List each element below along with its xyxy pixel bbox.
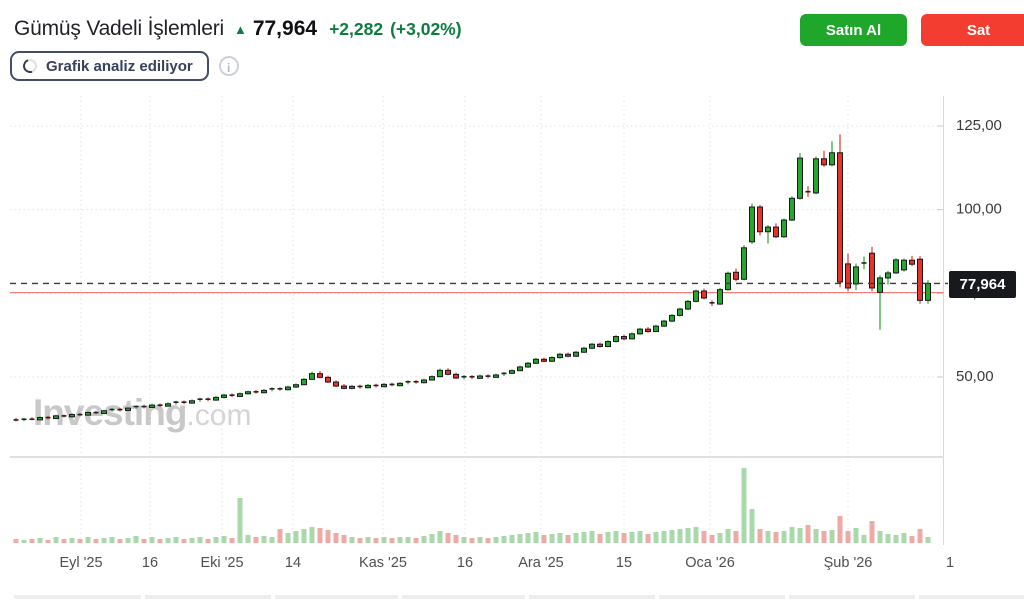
analyzing-badge[interactable]: Grafik analiz ediliyor: [10, 51, 209, 81]
status-row: Grafik analiz ediliyor i: [10, 51, 239, 81]
svg-text:16: 16: [457, 555, 473, 571]
instrument-title: Gümüş Vadeli İşlemleri: [14, 17, 224, 40]
watermark-brand: Investing: [33, 392, 187, 433]
analyzing-label: Grafik analiz ediliyor: [46, 57, 193, 75]
change-value: +2,282: [329, 18, 384, 39]
watermark: Investing.com: [33, 392, 251, 434]
current-price-badge: 77,964: [949, 271, 1016, 298]
svg-text:Şub '26: Şub '26: [824, 555, 873, 571]
svg-text:50,00: 50,00: [956, 368, 994, 385]
svg-text:Kas '25: Kas '25: [359, 555, 407, 571]
svg-text:Ara '25: Ara '25: [518, 555, 564, 571]
instrument-header: Gümüş Vadeli İşlemleri ▲ 77,964 +2,282 (…: [14, 12, 462, 46]
watermark-suffix: .com: [186, 399, 252, 432]
svg-text:15: 15: [616, 555, 632, 571]
sell-button[interactable]: Sat: [921, 14, 1024, 46]
info-icon[interactable]: i: [218, 56, 239, 76]
svg-text:Eki '25: Eki '25: [200, 555, 243, 571]
last-price: 77,964: [252, 17, 318, 40]
svg-text:1: 1: [946, 555, 954, 571]
svg-text:Oca '26: Oca '26: [685, 555, 735, 571]
svg-text:16: 16: [142, 555, 158, 571]
svg-text:125,00: 125,00: [956, 117, 1002, 134]
buy-button[interactable]: Satın Al: [800, 14, 907, 46]
svg-text:14: 14: [285, 555, 301, 571]
change-percent: (+3,02%): [390, 18, 462, 39]
price-up-arrow-icon: ▲: [233, 21, 247, 37]
price-change: +2,282 (+3,02%): [329, 19, 462, 40]
spinner-icon: [20, 56, 40, 76]
svg-text:100,00: 100,00: [956, 201, 1002, 218]
svg-text:Eyl '25: Eyl '25: [59, 555, 102, 571]
